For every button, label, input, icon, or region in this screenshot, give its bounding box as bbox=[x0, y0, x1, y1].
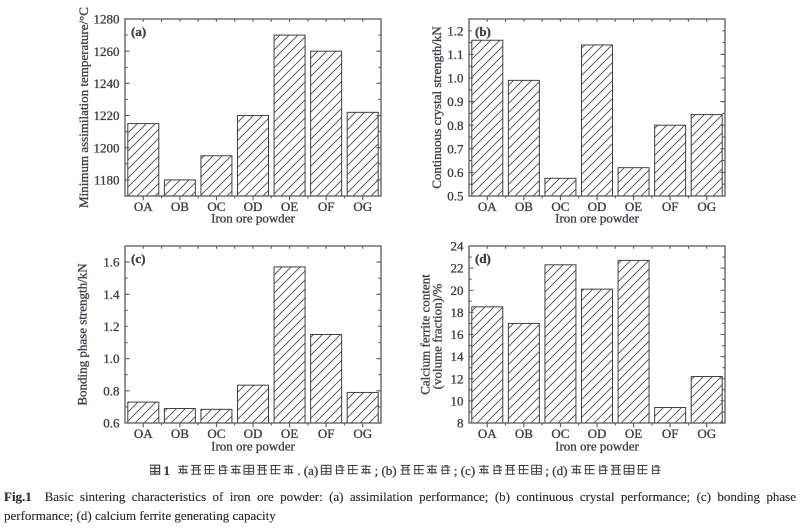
svg-text:Iron ore powder: Iron ore powder bbox=[555, 439, 639, 454]
svg-text:0.8: 0.8 bbox=[447, 118, 463, 133]
svg-text:OB: OB bbox=[171, 199, 189, 214]
svg-text:OF: OF bbox=[662, 199, 679, 214]
svg-text:(volume fraction)/%: (volume fraction)/% bbox=[430, 283, 445, 389]
svg-text:1: 1 bbox=[164, 464, 171, 478]
svg-text:0.7: 0.7 bbox=[447, 141, 464, 156]
svg-text:; (b): ; (b) bbox=[375, 464, 397, 478]
svg-text:1.6: 1.6 bbox=[103, 255, 120, 270]
svg-text:1.0: 1.0 bbox=[103, 351, 119, 366]
svg-text:OF: OF bbox=[318, 426, 335, 441]
svg-text:OE: OE bbox=[281, 426, 298, 441]
svg-text:OD: OD bbox=[588, 426, 607, 441]
svg-text:1200: 1200 bbox=[94, 140, 120, 155]
svg-text:OB: OB bbox=[515, 199, 533, 214]
svg-text:(b): (b) bbox=[475, 24, 491, 39]
svg-text:OA: OA bbox=[478, 426, 497, 441]
svg-text:OC: OC bbox=[207, 199, 225, 214]
svg-text:10: 10 bbox=[451, 393, 464, 408]
svg-text:1.0: 1.0 bbox=[447, 71, 463, 86]
svg-text:Bonding phase strength/kN: Bonding phase strength/kN bbox=[75, 263, 90, 406]
svg-text:(c): (c) bbox=[131, 251, 145, 266]
svg-text:OB: OB bbox=[171, 426, 189, 441]
svg-text:Calcium ferrite content: Calcium ferrite content bbox=[418, 274, 433, 395]
svg-text:OC: OC bbox=[207, 426, 225, 441]
svg-text:OD: OD bbox=[588, 199, 607, 214]
svg-text:OC: OC bbox=[551, 199, 569, 214]
svg-text:OE: OE bbox=[625, 199, 642, 214]
svg-text:OA: OA bbox=[478, 199, 497, 214]
svg-text:0.5: 0.5 bbox=[447, 189, 463, 204]
svg-text:OG: OG bbox=[353, 199, 372, 214]
svg-text:22: 22 bbox=[451, 261, 464, 276]
svg-text:1.1: 1.1 bbox=[447, 47, 463, 62]
svg-text:1.2: 1.2 bbox=[103, 319, 119, 334]
svg-text:18: 18 bbox=[451, 305, 464, 320]
svg-text:OD: OD bbox=[244, 426, 263, 441]
svg-text:OD: OD bbox=[244, 199, 263, 214]
svg-text:Iron ore powder: Iron ore powder bbox=[211, 211, 295, 226]
svg-text:; (d): ; (d) bbox=[545, 464, 567, 478]
svg-text:OE: OE bbox=[625, 426, 642, 441]
svg-text:OC: OC bbox=[551, 426, 569, 441]
svg-text:24: 24 bbox=[451, 239, 465, 254]
svg-text:1180: 1180 bbox=[94, 173, 120, 188]
svg-text:(d): (d) bbox=[475, 251, 491, 266]
svg-text:OG: OG bbox=[697, 426, 716, 441]
svg-text:. (a): . (a) bbox=[297, 464, 318, 478]
svg-text:OG: OG bbox=[353, 426, 372, 441]
svg-text:0.6: 0.6 bbox=[103, 416, 120, 431]
svg-text:OF: OF bbox=[662, 426, 679, 441]
svg-text:16: 16 bbox=[451, 327, 465, 342]
svg-text:0.6: 0.6 bbox=[447, 165, 464, 180]
svg-text:Iron ore powder: Iron ore powder bbox=[211, 439, 295, 454]
svg-text:1.2: 1.2 bbox=[447, 23, 463, 38]
svg-text:1240: 1240 bbox=[94, 76, 120, 91]
svg-text:0.8: 0.8 bbox=[103, 383, 119, 398]
svg-text:OE: OE bbox=[281, 199, 298, 214]
svg-text:OA: OA bbox=[134, 426, 153, 441]
svg-text:20: 20 bbox=[451, 283, 464, 298]
svg-text:12: 12 bbox=[451, 371, 464, 386]
svg-text:0.9: 0.9 bbox=[447, 94, 463, 109]
svg-text:14: 14 bbox=[451, 349, 465, 364]
svg-text:OA: OA bbox=[134, 199, 153, 214]
svg-text:(a): (a) bbox=[131, 24, 146, 39]
svg-text:Iron ore powder: Iron ore powder bbox=[555, 211, 639, 226]
svg-text:; (c): ; (c) bbox=[454, 464, 475, 478]
svg-text:OF: OF bbox=[318, 199, 335, 214]
svg-text:8: 8 bbox=[457, 416, 464, 431]
svg-text:1.4: 1.4 bbox=[103, 287, 120, 302]
svg-text:1220: 1220 bbox=[94, 108, 120, 123]
svg-text:OG: OG bbox=[697, 199, 716, 214]
svg-text:Continuous crystal strength/kN: Continuous crystal strength/kN bbox=[429, 26, 444, 189]
svg-text:1280: 1280 bbox=[94, 12, 120, 27]
svg-text:1260: 1260 bbox=[94, 44, 120, 59]
svg-text:Minimum assimilation temperatu: Minimum assimilation temperature/°C bbox=[76, 7, 91, 208]
svg-text:OB: OB bbox=[515, 426, 533, 441]
